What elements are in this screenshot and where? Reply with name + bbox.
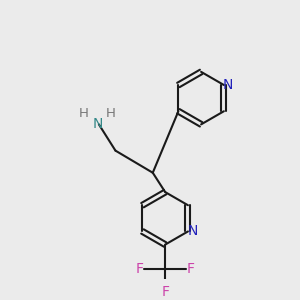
Text: H: H [106, 107, 116, 120]
Text: N: N [188, 224, 198, 239]
Text: H: H [79, 107, 88, 120]
Text: F: F [187, 262, 195, 277]
Text: F: F [161, 285, 169, 299]
Text: N: N [92, 117, 103, 131]
Text: N: N [223, 78, 233, 92]
Text: F: F [136, 262, 143, 277]
